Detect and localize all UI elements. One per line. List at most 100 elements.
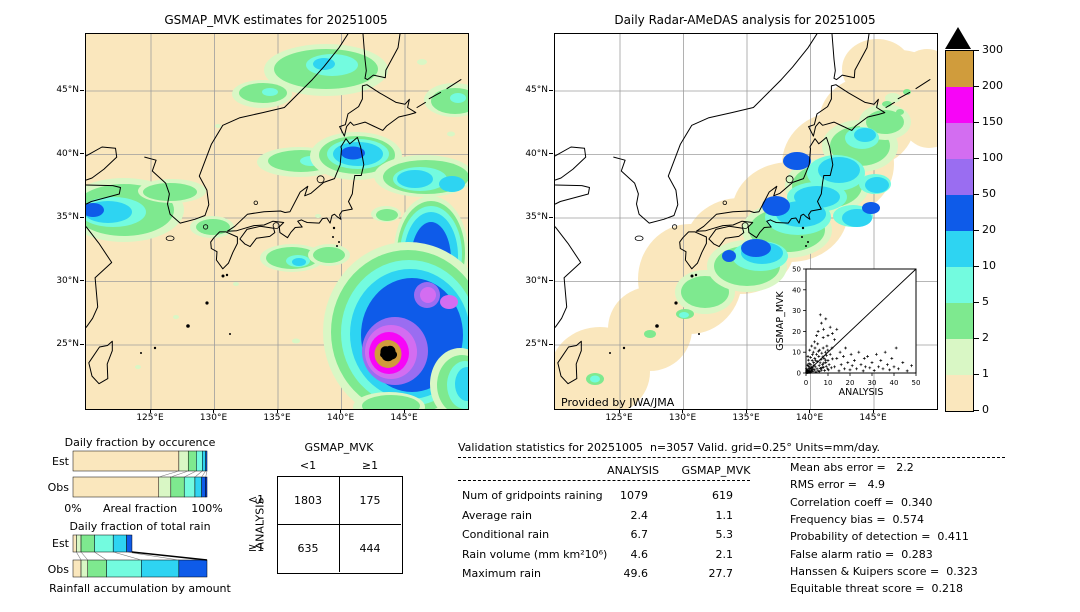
bar-segment: [80, 534, 95, 553]
contingency-row-label-ge1: ≥1: [247, 541, 265, 554]
areal-fraction-min: 0%: [64, 502, 81, 515]
validation-header-rule: [458, 480, 750, 481]
bar-connector: [205, 470, 208, 478]
lon-tick: [618, 409, 620, 413]
lon-tick: [340, 409, 341, 413]
bar-segment: [187, 450, 197, 472]
bar-segment: [72, 534, 77, 553]
typhoon-eye: [380, 345, 398, 362]
radar-map-canvas: Provided by JWA/JMA 0 10 20 30 40 50 0 10 20 30 40…: [555, 34, 937, 409]
contingency-col-label-ge1: ≥1: [361, 459, 379, 472]
occurrence-bars: [72, 450, 208, 498]
lat-tick-label: 40°N: [525, 148, 548, 159]
areal-fraction-label: Areal fraction: [103, 502, 177, 515]
radar-precip-field: [586, 89, 911, 385]
bar-segment: [76, 534, 82, 553]
bar-segment: [178, 559, 208, 578]
lat-tick: [549, 216, 553, 218]
score-correlation: Correlation coeff = 0.340: [790, 496, 933, 509]
bar-segment: [126, 534, 133, 553]
colorbar-overflow-triangle: [945, 27, 971, 49]
gsmap-map-canvas: [86, 34, 468, 409]
colorbar-tick-label: 2: [982, 331, 989, 344]
bar-segment: [170, 476, 185, 498]
colorbar-tick: [974, 409, 979, 411]
lat-tick: [80, 216, 84, 218]
colorbar-tick: [974, 373, 979, 375]
lat-tick-label: 30°N: [56, 275, 79, 286]
colorbar-tick: [974, 229, 979, 231]
lon-tick-label: 135°E: [263, 413, 291, 423]
lon-tick: [809, 409, 810, 413]
fraction-bar-charts: Daily fraction by occurence Est Obs 0% A…: [48, 436, 232, 595]
colorbar-segment: [946, 267, 973, 303]
colorbar-segment: [946, 51, 973, 87]
validation-value: 4.6: [630, 548, 649, 561]
colorbar-segment: [946, 231, 973, 267]
validation-value: 5.3: [715, 528, 734, 541]
lon-tick: [872, 409, 874, 413]
lon-tick: [682, 409, 683, 413]
colorbar-tick-label: 20: [982, 223, 996, 236]
bar-segment: [201, 476, 206, 498]
lat-tick: [549, 153, 553, 154]
occurrence-chart-title: Daily fraction by occurence: [65, 436, 216, 449]
bar-connector: [170, 470, 189, 478]
lon-tick: [149, 409, 151, 413]
bar-segment: [94, 534, 114, 553]
bar-segment: [106, 559, 142, 578]
bar-segment: [202, 450, 206, 472]
score-ets: Equitable threat score = 0.218: [790, 582, 963, 595]
totalrain-chart-title: Daily fraction of total rain: [69, 520, 210, 533]
colorbar-tick: [974, 157, 979, 159]
lat-tick-label: 25°N: [56, 339, 79, 349]
validation-title: Validation statistics for 20251005 n=305…: [458, 441, 881, 454]
validation-row-label: Average rain: [462, 509, 532, 522]
bar-segment: [205, 450, 208, 472]
colorbar-tick: [974, 337, 979, 339]
bar-connector: [158, 470, 179, 478]
inset-y-tick-label: 30: [792, 307, 801, 315]
validation-value: 6.7: [630, 528, 649, 541]
gsmap-precip-field: [86, 44, 468, 409]
validation-row-label: Num of gridpoints raining: [462, 489, 603, 502]
totalrain-bars: [72, 534, 208, 578]
inset-y-tick-label: 0: [797, 370, 801, 378]
validation-col-analysis: ANALYSIS: [607, 464, 659, 477]
colorbar-segment: [946, 375, 973, 411]
bar-segment: [72, 476, 160, 498]
radar-amedas-map: Provided by JWA/JMA 0 10 20 30 40 50 0 10 20 30 40…: [554, 33, 938, 410]
score-rms-error: RMS error = 4.9: [790, 478, 885, 491]
inset-x-tick-label: 20: [846, 379, 855, 387]
colorbar-segment: [946, 303, 973, 339]
bar-connector: [194, 470, 203, 478]
bar-segment: [205, 476, 208, 498]
validation-value: 1.1: [715, 509, 734, 522]
inset-xlabel: ANALYSIS: [839, 387, 884, 398]
contingency-hline: [277, 524, 401, 525]
bar-connector: [126, 551, 179, 561]
bar-connector: [184, 470, 197, 478]
inset-x-tick-label: 50: [912, 379, 921, 387]
inset-x-tick-label: 0: [804, 379, 808, 387]
bar-segment: [196, 450, 203, 472]
score-far: False alarm ratio = 0.283: [790, 548, 933, 561]
colorbar-tick-label: 200: [982, 79, 1003, 92]
colorbar-tick-label: 5: [982, 295, 989, 308]
bar-segment: [194, 476, 202, 498]
lat-tick: [549, 343, 553, 345]
radar-credit: Provided by JWA/JMA: [561, 396, 675, 409]
inset-diagonal: [805, 268, 917, 374]
occurrence-obs-label: Obs: [48, 481, 70, 494]
colorbar-tick-label: 50: [982, 187, 996, 200]
inset-ylabel: GSMAP_MVK: [775, 290, 786, 350]
validation-col-gsmap: GSMAP_MVK: [681, 464, 751, 477]
score-mean-abs-error: Mean abs error = 2.2: [790, 461, 914, 474]
colorbar-tick-label: 0: [982, 403, 989, 416]
inset-scatter-plot: 0 10 20 30 40 50 0 10 20 30 40 50 ANALYSIS GSMAP_MVK: [775, 266, 920, 399]
colorbar-tick: [974, 193, 979, 195]
colorbar-segment: [946, 123, 973, 159]
validation-value: 2.1: [715, 548, 734, 561]
lon-tick-label: 125°E: [605, 413, 633, 423]
